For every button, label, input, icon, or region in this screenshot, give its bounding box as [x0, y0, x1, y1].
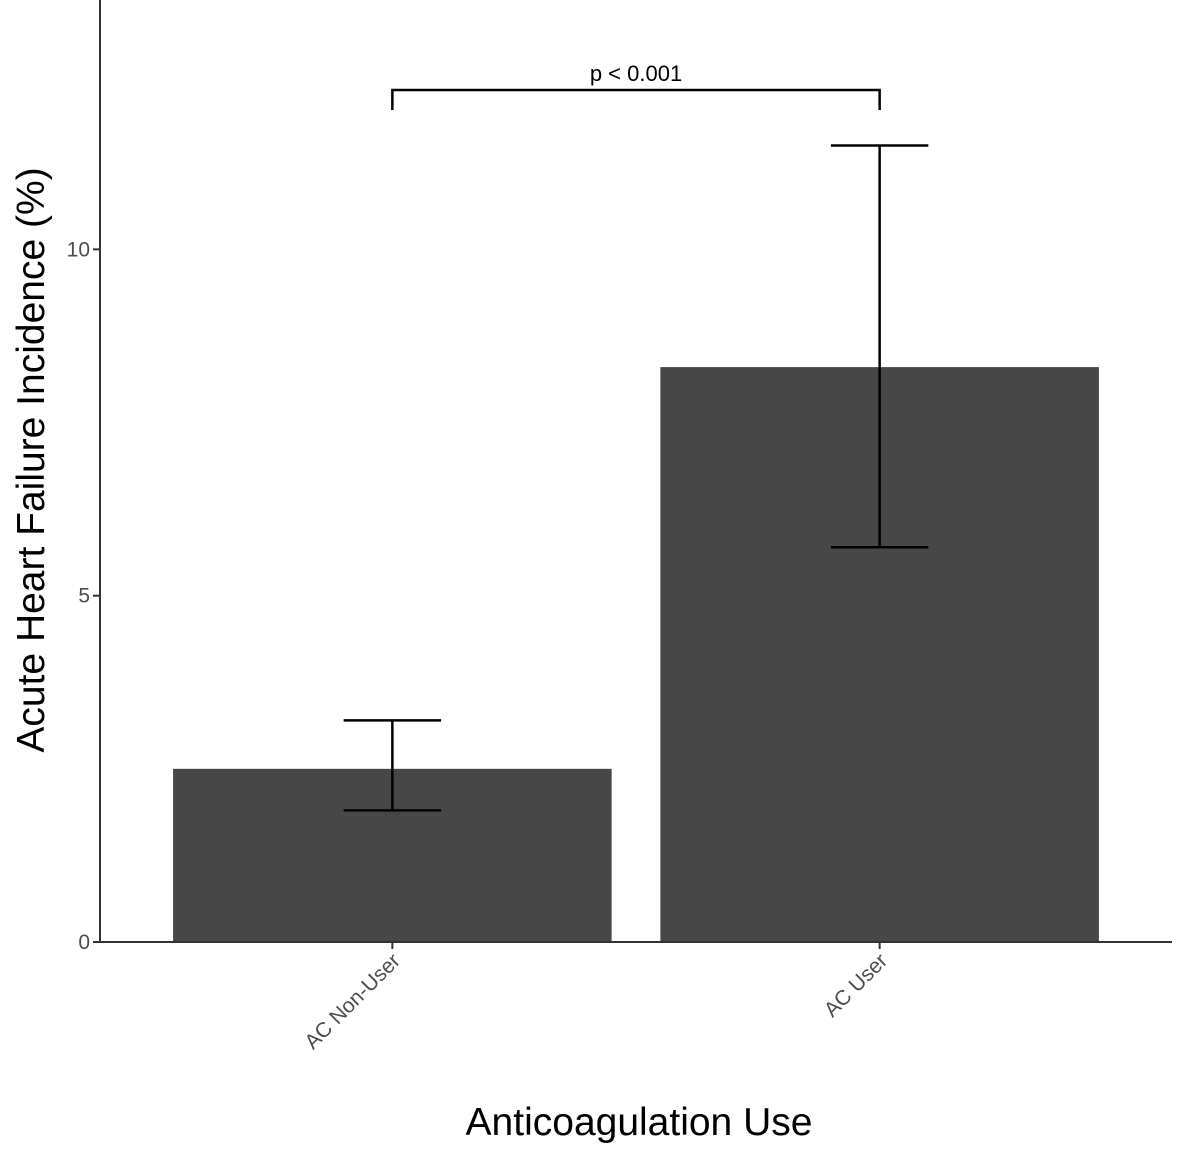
- y-tick-label: 0: [78, 931, 90, 954]
- bars-layer: [173, 367, 1099, 943]
- error-bars-layer: [343, 144, 929, 812]
- x-tick-label: AC User: [820, 949, 892, 1021]
- y-tick-label: 5: [78, 585, 90, 608]
- x-tick-label: AC Non-User: [300, 949, 405, 1054]
- error-bar: [830, 144, 929, 549]
- y-tick-label: 10: [67, 238, 90, 261]
- error-bar: [343, 719, 442, 812]
- y-axis-title: Acute Heart Failure Incidence (%): [10, 167, 53, 752]
- p-value-label: p < 0.001: [590, 61, 682, 86]
- significance-annotation: p < 0.001: [391, 61, 881, 111]
- significance-bracket: [391, 88, 881, 111]
- x-axis-title: Anticoagulation Use: [466, 1101, 813, 1144]
